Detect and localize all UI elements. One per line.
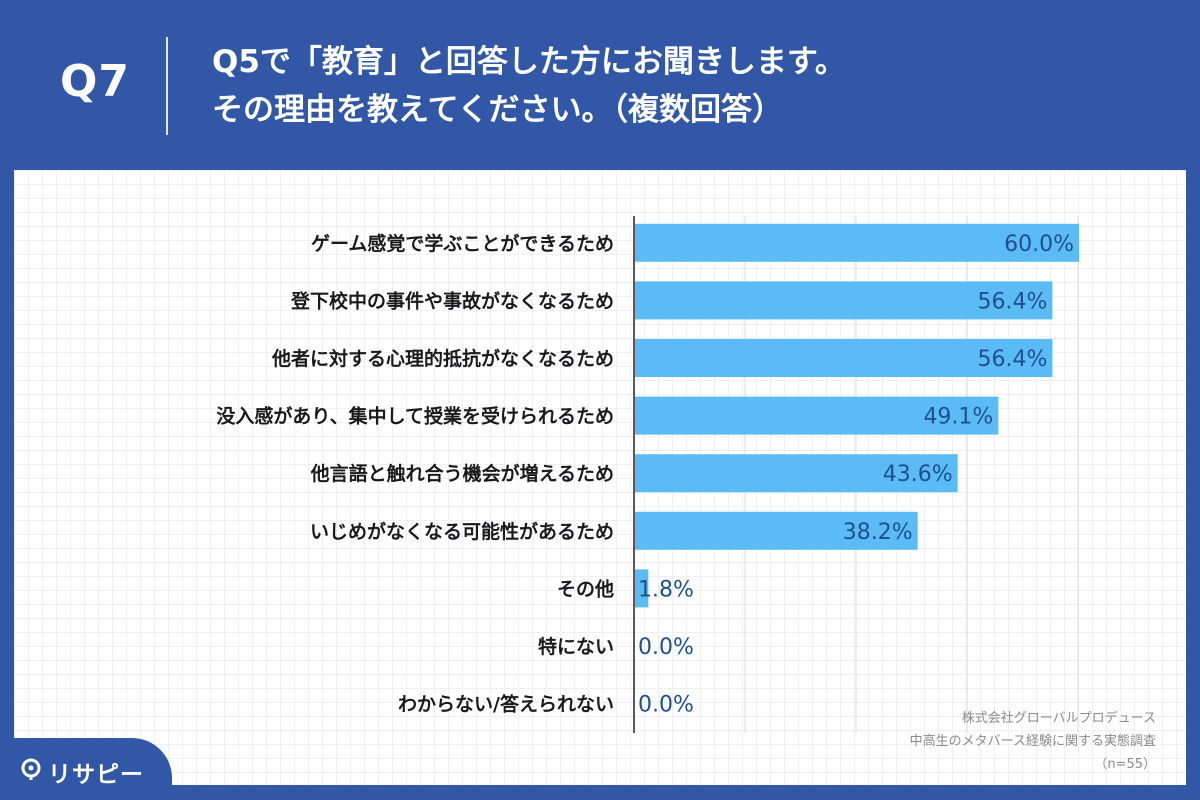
value-label: 1.8% <box>638 577 694 602</box>
category-label: 他言語と触れ合う機会が増えるため <box>310 462 614 485</box>
category-label: 特にない <box>538 636 614 658</box>
footer-sample-size: （n=55） <box>1094 757 1156 772</box>
category-label: わからない/答えられない <box>398 693 614 716</box>
bar <box>635 396 999 435</box>
category-label: 没入感があり、集中して授業を受けられるため <box>216 405 614 428</box>
footer-survey: 中高生のメタバース経験に関する実態調査 <box>909 734 1156 749</box>
bar <box>635 511 918 550</box>
value-label: 38.2% <box>843 520 913 545</box>
bar <box>635 454 958 493</box>
value-label: 49.1% <box>923 405 993 430</box>
source-footer: 株式会社グローバルプロデュース 中高生のメタバース経験に関する実態調査 （n=5… <box>910 707 1156 776</box>
value-label: 56.4% <box>977 347 1047 372</box>
header-divider <box>166 37 168 135</box>
brand-name: リサピー <box>48 762 144 788</box>
bar <box>635 339 1053 377</box>
brand-badge: リサピー <box>0 738 172 800</box>
value-label: 0.0% <box>638 693 694 718</box>
bar <box>635 281 1053 320</box>
category-label: 登下校中の事件や事故がなくなるため <box>290 289 614 312</box>
value-label: 0.0% <box>638 635 694 660</box>
category-label: ゲーム感覚で学ぶことができるため <box>311 232 614 255</box>
bar-chart: ゲーム感覚で学ぶことができるため 60.0% 登下校中の事件や事故がなくなるため 56… <box>216 216 1079 733</box>
value-label: 56.4% <box>977 289 1047 314</box>
question-text: Q5で「教育」と回答した方にお聞きします。 その理由を教えてください。（複数回答… <box>212 38 846 134</box>
question-line-1: Q5で「教育」と回答した方にお聞きします。 <box>212 44 846 80</box>
bar <box>635 569 649 608</box>
category-label: いじめがなくなる可能性があるため <box>310 520 614 543</box>
question-number: Q7 <box>60 56 131 107</box>
category-label: 他者に対する心理的抵抗がなくなるため <box>271 347 614 370</box>
pin-icon <box>21 758 41 780</box>
footer-company: 株式会社グローバルプロデュース <box>961 711 1156 726</box>
header: Q7 Q5で「教育」と回答した方にお聞きします。 その理由を教えてください。（複… <box>0 0 1200 168</box>
value-label: 60.0% <box>1004 232 1074 257</box>
value-label: 43.6% <box>883 462 953 487</box>
question-line-2: その理由を教えてください。（複数回答） <box>212 92 784 128</box>
category-label: その他 <box>557 577 614 600</box>
bar <box>635 223 1079 262</box>
chart-panel: ゲーム感覚で学ぶことができるため 60.0% 登下校中の事件や事故がなくなるため 56… <box>14 170 1186 785</box>
